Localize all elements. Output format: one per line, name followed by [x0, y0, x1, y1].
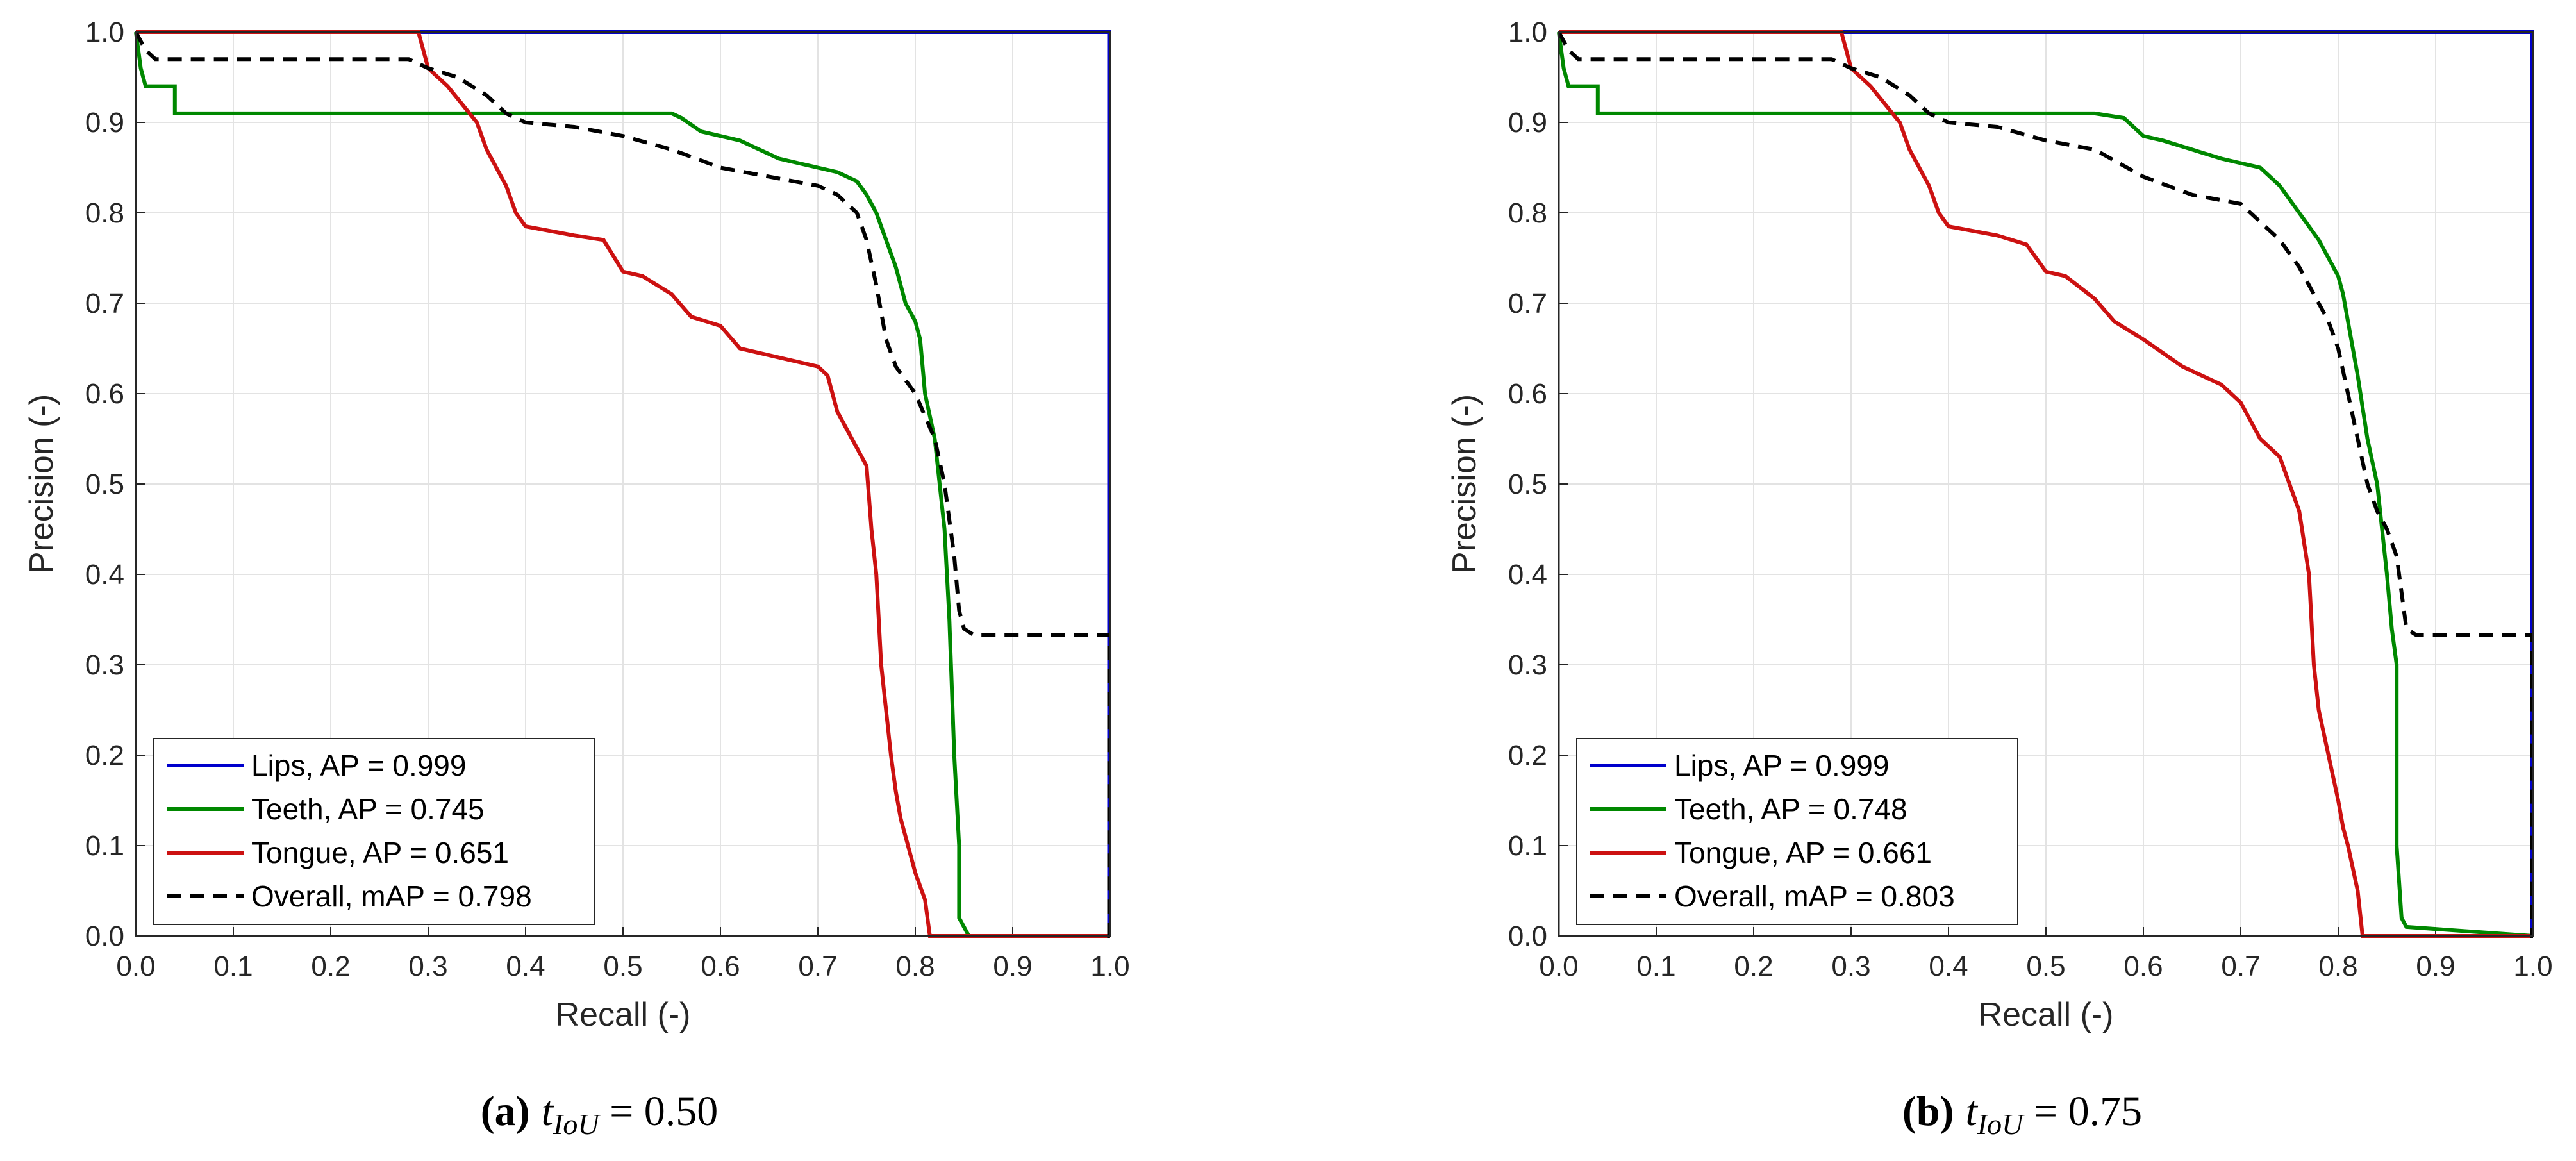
- x-tick-label: 0.8: [2318, 951, 2357, 982]
- y-tick-label: 0.4: [1508, 559, 1547, 590]
- y-tick-label: 0.2: [1508, 740, 1547, 771]
- y-tick-label: 0.6: [85, 378, 124, 410]
- y-tick-label: 0.3: [1508, 649, 1547, 681]
- x-tick-label: 0.5: [2026, 951, 2065, 982]
- y-tick-label: 0.6: [1508, 378, 1547, 410]
- legend-label: Overall, mAP = 0.803: [1674, 880, 1955, 913]
- x-tick-label: 0.7: [798, 951, 837, 982]
- y-tick-label: 0.9: [85, 107, 124, 138]
- y-axis-label: Precision (-): [1446, 394, 1483, 574]
- legend-label: Tongue, AP = 0.661: [1674, 836, 1932, 869]
- legend-label: Lips, AP = 0.999: [251, 749, 466, 782]
- y-tick-label: 0.7: [1508, 288, 1547, 319]
- x-tick-label: 0.4: [1929, 951, 1968, 982]
- x-tick-label: 0.7: [2221, 951, 2260, 982]
- y-tick-label: 0.8: [85, 197, 124, 229]
- y-tick-label: 0.7: [85, 288, 124, 319]
- panel-caption: (a) tIoU = 0.50: [481, 1088, 719, 1140]
- x-tick-label: 0.6: [701, 951, 740, 982]
- x-tick-label: 0.9: [993, 951, 1032, 982]
- y-tick-label: 0.1: [85, 830, 124, 862]
- panel-caption: (b) tIoU = 0.75: [1902, 1088, 2142, 1140]
- x-axis-label: Recall (-): [556, 996, 691, 1033]
- x-tick-label: 0.8: [895, 951, 935, 982]
- series-line-3: [134, 31, 1111, 938]
- legend-box: [1576, 738, 2018, 925]
- y-tick-label: 0.9: [1508, 107, 1547, 138]
- legend-label: Lips, AP = 0.999: [1674, 749, 1889, 782]
- x-tick-label: 0.9: [2416, 951, 2455, 982]
- x-tick-label: 0.4: [506, 951, 545, 982]
- x-tick-label: 1.0: [1090, 951, 1129, 982]
- x-tick-label: 0.3: [1831, 951, 1870, 982]
- x-tick-label: 0.5: [603, 951, 642, 982]
- y-tick-label: 0.5: [1508, 469, 1547, 500]
- x-tick-label: 1.0: [2513, 951, 2552, 982]
- y-tick-label: 0.8: [1508, 197, 1547, 229]
- y-tick-label: 0.2: [85, 740, 124, 771]
- series-line-2: [136, 30, 1110, 938]
- x-axis-label: Recall (-): [1979, 996, 2114, 1033]
- axes-frame: [1558, 31, 2534, 937]
- legend-box: [153, 738, 595, 925]
- y-tick-label: 0.3: [85, 649, 124, 681]
- legend-label: Teeth, AP = 0.745: [251, 792, 485, 826]
- x-tick-label: 0.0: [1539, 951, 1578, 982]
- panel-a: 0.0 0.1 0.2 0.3 0.4 0.5 0.6 0.7 0.8 0.9 1.0 0.0 0.1 0…: [23, 17, 1130, 1140]
- legend-label: Tongue, AP = 0.651: [251, 836, 509, 869]
- y-tick-label: 0.0: [85, 921, 124, 952]
- series-line-1: [1557, 31, 2534, 938]
- panel-b: 0.0 0.1 0.2 0.3 0.4 0.5 0.6 0.7 0.8 0.9 1.0 0.0 0.1 0…: [1446, 17, 2553, 1140]
- y-tick-label: 0.0: [1508, 921, 1547, 952]
- y-axis-label: Precision (-): [23, 394, 60, 574]
- x-tick-label: 0.2: [1734, 951, 1773, 982]
- y-tick-label: 1.0: [1508, 17, 1547, 48]
- y-tick-label: 1.0: [85, 17, 124, 48]
- y-tick-label: 0.1: [1508, 830, 1547, 862]
- x-tick-label: 0.1: [1636, 951, 1675, 982]
- series-line-3: [1557, 31, 2534, 938]
- x-tick-label: 0.3: [408, 951, 447, 982]
- x-tick-label: 0.1: [213, 951, 253, 982]
- legend-label: Teeth, AP = 0.748: [1674, 792, 1907, 826]
- x-tick-label: 0.6: [2123, 951, 2163, 982]
- legend-label: Overall, mAP = 0.798: [251, 880, 532, 913]
- x-tick-label: 0.2: [311, 951, 350, 982]
- y-tick-label: 0.4: [85, 559, 124, 590]
- series-line-1: [134, 31, 1110, 938]
- y-tick-label: 0.5: [85, 469, 124, 500]
- axes-frame: [135, 31, 1111, 937]
- x-tick-label: 0.0: [116, 951, 155, 982]
- series-line-2: [1559, 30, 2533, 938]
